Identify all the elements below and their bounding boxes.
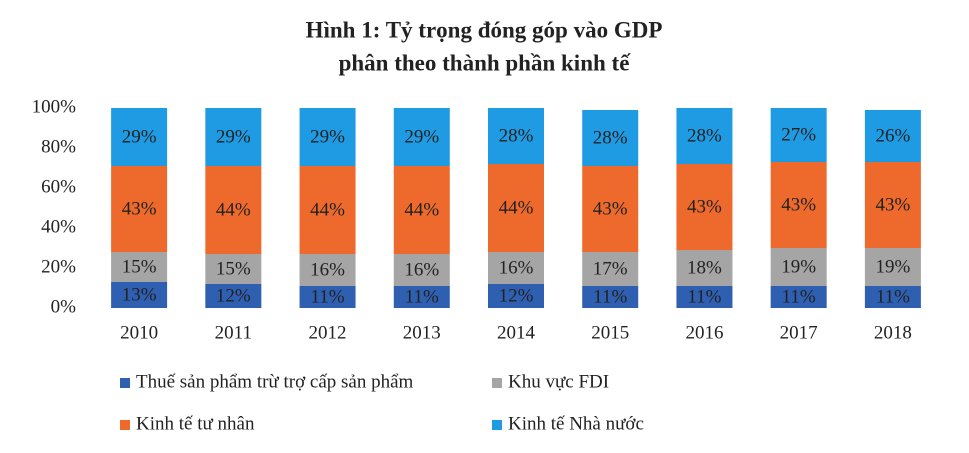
y-tick-label: 100% — [32, 96, 77, 117]
bar-segment — [676, 164, 733, 250]
bar-segment — [488, 164, 544, 252]
y-tick-label: 0% — [51, 296, 77, 317]
data-label: 11% — [687, 286, 721, 307]
data-label: 16% — [499, 257, 534, 278]
bar-segment — [676, 286, 733, 308]
data-label: 12% — [499, 285, 534, 306]
data-label: 27% — [781, 124, 816, 145]
x-tick-label: 2011 — [215, 322, 252, 343]
legend-swatch — [492, 378, 502, 388]
bar-segment — [205, 108, 262, 166]
data-label: 11% — [310, 286, 344, 307]
x-tick-label: 2018 — [874, 322, 912, 343]
chart-title: phân theo thành phần kinh tế — [339, 50, 632, 75]
data-label: 16% — [310, 259, 345, 280]
data-label: 15% — [216, 258, 251, 279]
data-label: 18% — [687, 257, 722, 278]
data-label: 17% — [593, 258, 628, 279]
bar-segment — [111, 108, 168, 166]
data-label: 43% — [781, 194, 816, 215]
data-label: 11% — [782, 286, 816, 307]
y-tick-label: 20% — [41, 256, 76, 277]
bar-segment — [111, 282, 168, 308]
bar-segment — [770, 108, 827, 162]
x-tick-label: 2010 — [120, 322, 158, 343]
bar-segment — [770, 248, 827, 286]
data-label: 12% — [216, 285, 251, 306]
data-label: 44% — [216, 199, 251, 220]
legend-swatch — [492, 420, 502, 430]
bar-segment — [393, 254, 450, 286]
data-label: 29% — [404, 126, 439, 147]
data-label: 43% — [593, 198, 628, 219]
bar-segment — [864, 162, 921, 248]
x-tick-label: 2017 — [780, 322, 818, 343]
bar-segment — [582, 252, 639, 286]
bar-segment — [676, 250, 733, 286]
bar-segment — [864, 248, 921, 286]
bar-segment — [299, 254, 356, 286]
legend-swatch — [120, 378, 130, 388]
data-label: 28% — [499, 125, 534, 146]
data-label: 19% — [781, 256, 816, 277]
x-tick-label: 2013 — [403, 322, 441, 343]
bar-segment — [488, 108, 544, 164]
legend-swatch — [120, 420, 130, 430]
legend-label: Khu vực FDI — [508, 371, 609, 392]
bar-segment — [299, 108, 356, 166]
bar-segment — [111, 166, 168, 252]
bar-segment — [864, 110, 921, 162]
legend-label: Kinh tế Nhà nước — [508, 413, 644, 434]
data-label: 44% — [499, 197, 534, 218]
bar-segment — [111, 252, 168, 282]
data-label: 29% — [122, 126, 157, 147]
bar-segment — [205, 284, 262, 308]
bar-segment — [299, 166, 356, 254]
bar-segment — [488, 284, 544, 308]
data-label: 29% — [310, 126, 345, 147]
bar-segment — [676, 108, 733, 164]
bar-segment — [488, 252, 544, 284]
bar-segment — [205, 166, 262, 254]
data-label: 15% — [122, 256, 157, 277]
x-tick-label: 2014 — [497, 322, 536, 343]
bar-segment — [770, 162, 827, 248]
bar-segment — [582, 286, 639, 308]
chart-title: Hình 1: Tỷ trọng đóng góp vào GDP — [306, 17, 663, 42]
bar-segment — [393, 166, 450, 254]
data-label: 43% — [122, 198, 157, 219]
y-tick-label: 80% — [41, 136, 76, 157]
legend-label: Kinh tế tư nhân — [136, 413, 255, 434]
data-label: 16% — [404, 259, 439, 280]
data-label: 43% — [875, 194, 910, 215]
y-tick-label: 40% — [41, 216, 76, 237]
y-tick-label: 60% — [41, 176, 76, 197]
bar-segment — [582, 166, 639, 252]
data-label: 28% — [593, 127, 628, 148]
bar-segment — [770, 286, 827, 308]
data-label: 11% — [405, 286, 439, 307]
data-label: 11% — [876, 286, 910, 307]
x-tick-label: 2015 — [591, 322, 629, 343]
x-tick-label: 2016 — [685, 322, 723, 343]
data-label: 44% — [404, 199, 439, 220]
data-label: 13% — [122, 284, 157, 305]
bar-segment — [582, 110, 639, 166]
bar-segment — [299, 286, 356, 308]
legend-label: Thuế sản phẩm trừ trợ cấp sản phẩm — [136, 371, 414, 392]
data-label: 44% — [310, 199, 345, 220]
data-label: 19% — [875, 256, 910, 277]
data-label: 43% — [687, 196, 722, 217]
bar-segment — [864, 286, 921, 308]
data-label: 26% — [875, 125, 910, 146]
bar-segment — [393, 286, 450, 308]
bar-segment — [205, 254, 262, 284]
data-label: 29% — [216, 126, 251, 147]
data-label: 28% — [687, 125, 722, 146]
x-tick-label: 2012 — [309, 322, 347, 343]
data-label: 11% — [593, 286, 627, 307]
bar-segment — [393, 108, 450, 166]
